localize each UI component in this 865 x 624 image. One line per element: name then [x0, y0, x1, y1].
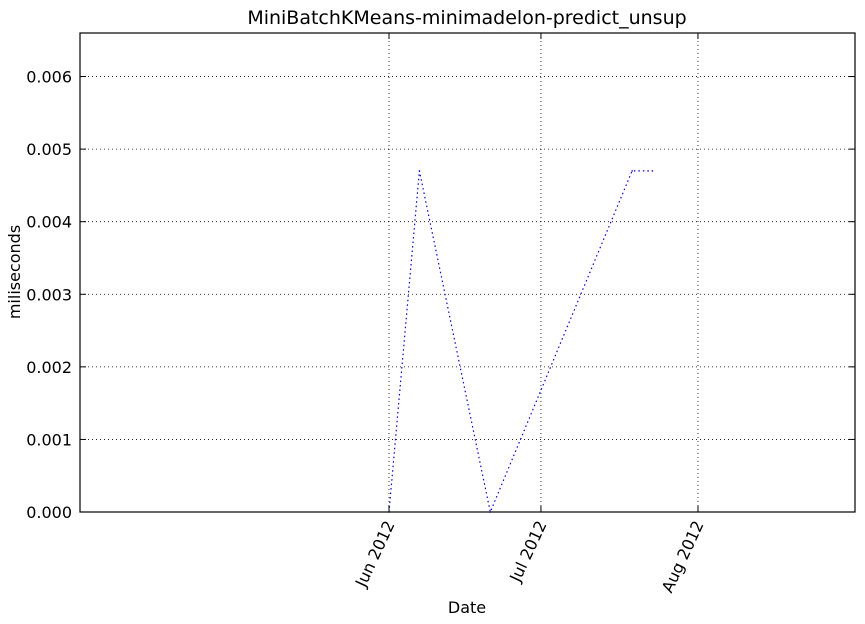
y-tick-label: 0.000	[26, 503, 72, 522]
y-tick-label: 0.001	[26, 430, 72, 449]
y-tick-label: 0.005	[26, 140, 72, 159]
data-point	[651, 170, 654, 172]
y-tick-label: 0.003	[26, 285, 72, 304]
y-tick-label: 0.004	[26, 213, 72, 232]
y-tick-label: 0.006	[26, 68, 72, 87]
series-line	[388, 170, 653, 515]
grid	[80, 33, 855, 513]
y-axis-label: miliseconds	[5, 225, 24, 319]
chart-title: MiniBatchKMeans-minimadelon-predict_unsu…	[247, 7, 686, 29]
y-tick-label: 0.002	[26, 358, 72, 377]
data-point	[631, 170, 633, 172]
data-point	[418, 170, 421, 172]
y-axis: 0.000 0.001 0.002 0.003 0.004 0.005 0.006	[26, 68, 855, 522]
x-tick-label: Jun 2012	[351, 518, 399, 591]
x-axis-label: Date	[448, 598, 486, 617]
x-tick-label: Aug 2012	[658, 518, 708, 596]
x-tick-label: Jul 2012	[505, 518, 550, 586]
x-axis: Jun 2012 Jul 2012 Aug 2012	[351, 33, 708, 596]
plot-area	[79, 32, 856, 513]
